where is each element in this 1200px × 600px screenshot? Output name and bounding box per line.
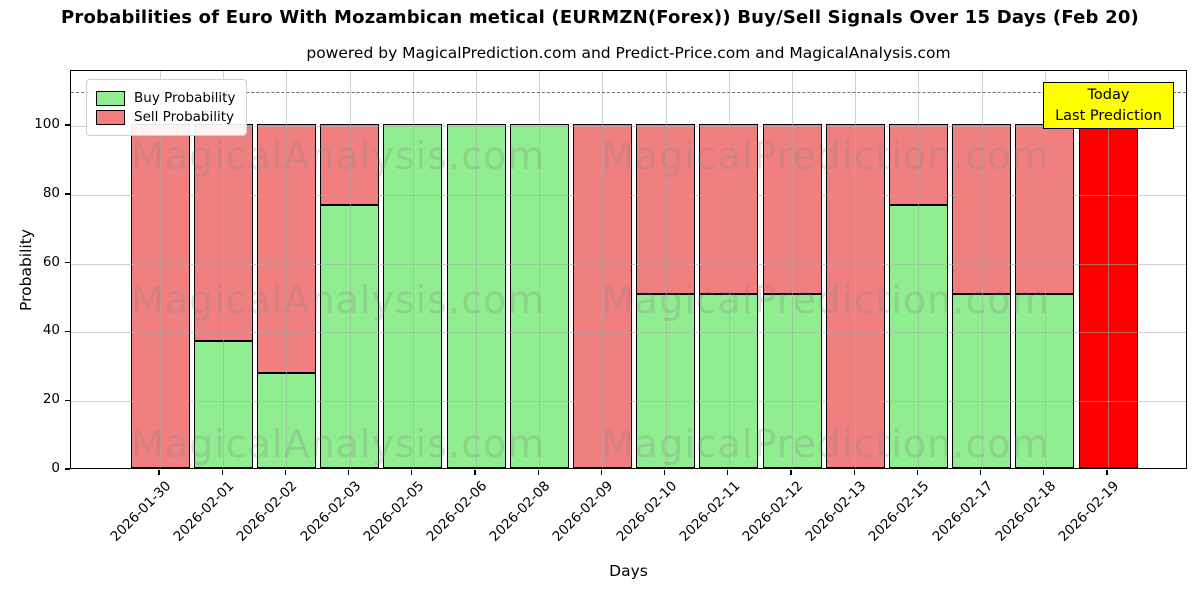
gridline-v — [412, 71, 414, 468]
x-tick — [664, 470, 666, 475]
watermark-text: MagicalPrediction.com — [601, 422, 1050, 466]
x-tick — [853, 470, 855, 475]
legend-item-sell: Sell Probability — [96, 109, 235, 125]
x-tick — [600, 470, 603, 475]
gridline-v — [855, 71, 857, 468]
y-tick — [64, 468, 70, 470]
threshold-line — [71, 91, 1186, 93]
x-tick-label: 2026-02-15 — [865, 478, 933, 545]
legend-label-sell: Sell Probability — [134, 109, 235, 125]
y-axis-label: Probability — [17, 229, 35, 311]
gridline-v — [349, 71, 351, 468]
today-annotation: Today Last Prediction — [1043, 82, 1174, 129]
y-tick — [64, 262, 70, 264]
legend: Buy Probability Sell Probability — [86, 79, 248, 136]
gridline-v — [728, 71, 730, 468]
x-tick-label: 2026-02-02 — [233, 478, 301, 545]
y-tick — [64, 193, 70, 195]
today-annotation-line2: Last Prediction — [1055, 108, 1162, 124]
gridline-v — [602, 71, 604, 468]
y-tick — [64, 330, 70, 333]
x-tick — [727, 470, 729, 475]
gridline-v — [476, 71, 477, 468]
x-tick-label: 2026-01-30 — [107, 478, 175, 545]
x-axis-label: Days — [609, 562, 648, 580]
x-tick-label: 2026-02-10 — [613, 478, 680, 545]
x-tick — [284, 470, 287, 475]
y-tick-label: 80 — [42, 184, 60, 201]
gridline-v — [160, 71, 161, 468]
watermark-text: MagicalAnalysis.com — [131, 422, 546, 466]
watermark-text: MagicalPrediction.com — [601, 278, 1050, 322]
y-tick — [64, 124, 70, 126]
y-tick-label: 20 — [42, 391, 60, 408]
sell-probability-swatch-icon — [96, 109, 125, 125]
gridline-h — [71, 194, 1186, 196]
x-tick-label: 2026-02-19 — [1055, 478, 1123, 545]
gridline-h — [71, 401, 1186, 403]
gridline-v — [1108, 71, 1109, 468]
x-tick — [348, 470, 350, 475]
x-tick — [411, 470, 413, 475]
gridline-v — [665, 71, 667, 468]
x-tick-label: 2026-02-09 — [549, 478, 617, 545]
gridline-v — [223, 71, 225, 468]
x-tick — [790, 470, 792, 475]
chart-title: Probabilities of Euro With Mozambican me… — [61, 7, 1139, 28]
x-tick-label: 2026-02-12 — [739, 478, 807, 545]
gridline-h — [71, 332, 1186, 334]
x-tick-label: 2026-02-11 — [676, 478, 744, 545]
x-tick-label: 2026-02-01 — [170, 478, 238, 545]
x-tick-label: 2026-02-08 — [486, 478, 554, 545]
plot-area: Buy Probability Sell Probability Today L… — [70, 70, 1187, 469]
watermark-text: MagicalPrediction.com — [601, 134, 1050, 178]
watermark-text: MagicalAnalysis.com — [131, 278, 546, 322]
y-tick-label: 40 — [42, 322, 60, 339]
x-tick-label: 2026-02-03 — [297, 478, 364, 545]
legend-label-buy: Buy Probability — [134, 90, 236, 106]
x-tick-label: 2026-02-05 — [360, 478, 428, 545]
today-annotation-line1: Today — [1087, 87, 1130, 103]
x-tick — [221, 470, 223, 475]
gridline-v — [1044, 71, 1046, 468]
x-tick — [158, 470, 160, 475]
gridline-v — [792, 71, 793, 468]
gridline-v — [918, 71, 920, 468]
y-tick-label: 0 — [51, 460, 60, 476]
watermark-text: MagicalAnalysis.com — [131, 134, 546, 178]
gridline-h — [71, 126, 1186, 128]
x-tick — [1043, 470, 1045, 475]
x-tick-label: 2026-02-13 — [802, 478, 870, 545]
x-tick-label: 2026-02-06 — [423, 478, 491, 545]
buy-probability-swatch-icon — [96, 90, 125, 106]
x-tick — [980, 470, 982, 475]
x-tick — [537, 470, 539, 475]
legend-item-buy: Buy Probability — [96, 90, 235, 106]
y-tick-label: 60 — [42, 253, 60, 270]
gridline-v — [286, 71, 288, 468]
x-tick — [916, 470, 919, 475]
gridline-v — [981, 71, 983, 468]
x-tick — [1106, 470, 1108, 475]
x-tick-label: 2026-02-17 — [929, 478, 996, 545]
x-tick-label: 2026-02-18 — [992, 478, 1060, 545]
y-tick — [64, 399, 70, 401]
gridline-h — [71, 263, 1186, 265]
gridline-v — [539, 71, 541, 468]
x-tick — [474, 470, 476, 475]
y-tick-label: 100 — [34, 116, 60, 133]
chart-subtitle: powered by MagicalPrediction.com and Pre… — [306, 44, 951, 62]
